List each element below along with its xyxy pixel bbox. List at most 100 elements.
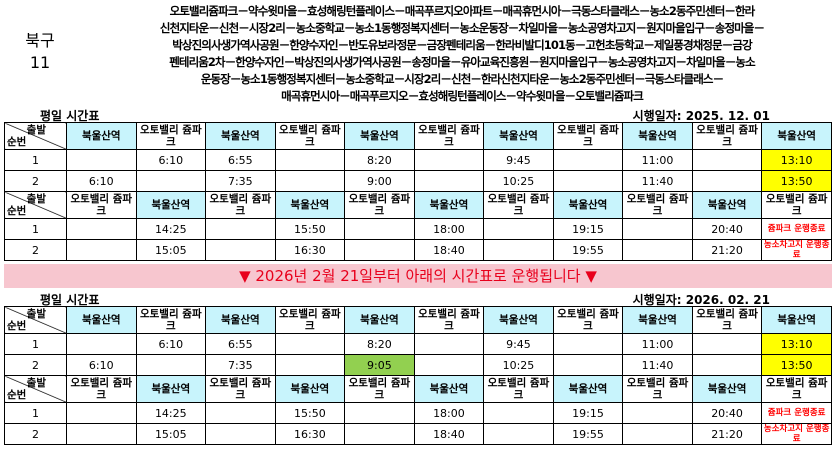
stop-header: 오토밸리 쥼파크 — [66, 375, 137, 403]
departure-time: 15:05 — [135, 239, 207, 261]
empty-cell — [691, 354, 763, 376]
notice-wrap: ▼ 2026년 2월 21일부터 아래의 시간표로 운행됩니다 ▼ — [0, 262, 832, 288]
empty-cell — [552, 170, 624, 192]
row-number: 2 — [4, 170, 67, 192]
section-title: 평일 시간표 — [40, 293, 100, 307]
row-number: 1 — [4, 218, 67, 240]
stop-header: 북울산역 — [413, 191, 485, 219]
stop-header: 오토밸리 쥼파크 — [691, 306, 763, 334]
stop-header: 북울산역 — [66, 122, 137, 150]
empty-cell — [135, 170, 207, 192]
departure-time: 21:20 — [691, 423, 763, 445]
timetable-body: 출발 순번 북울산역 오토밸리 쥼파크 북울산역 오토밸리 쥼파크 북울산역 오토밸리 쥼파크… — [4, 122, 832, 261]
header-row: 출발 순번 북울산역 오토밸리 쥼파크 북울산역 오토밸리 쥼파크 북울산역 오토밸리 쥼파크… — [4, 122, 832, 150]
stop-header: 북울산역 — [274, 191, 346, 219]
empty-cell — [552, 149, 624, 171]
row-number: 1 — [4, 149, 67, 171]
departure-time: 20:40 — [691, 402, 763, 424]
stop-header: 북울산역 — [135, 191, 207, 219]
departure-time: 6:10 — [66, 354, 137, 376]
departure-time: 13:50 — [761, 170, 832, 192]
stop-header: 북울산역 — [205, 122, 276, 150]
departure-time: 6:55 — [205, 333, 276, 355]
route-number: 11 — [29, 53, 51, 72]
empty-cell — [483, 423, 554, 445]
time-row: 2 6:10 7:35 9:00 10:25 11:40 13:50 — [4, 170, 832, 192]
empty-cell — [691, 149, 763, 171]
section-head: 평일 시간표 시행일자: 2025. 12. 01 — [0, 105, 832, 123]
departure-time: 11:00 — [622, 149, 693, 171]
timetable: 출발 순번 북울산역 오토밸리 쥼파크 북울산역 오토밸리 쥼파크 북울산역 오토밸리 쥼파크… — [4, 306, 832, 445]
empty-cell — [622, 239, 693, 261]
stop-header: 오토밸리 쥼파크 — [413, 306, 485, 334]
stop-header: 북울산역 — [761, 306, 832, 334]
route-description: 오토밸리쥼파크－약수윗마을－효성해링턴플레이스－매곡푸르지오아파트－매곡휴먼시아… — [92, 3, 832, 105]
section-head: 평일 시간표 시행일자: 2026. 02. 21 — [0, 289, 832, 307]
stop-header: 오토밸리 쥼파크 — [761, 375, 832, 403]
empty-cell — [483, 402, 554, 424]
stop-header: 오토밸리 쥼파크 — [66, 191, 137, 219]
stop-header: 오토밸리 쥼파크 — [413, 122, 485, 150]
empty-cell — [622, 218, 693, 240]
time-row: 1 14:25 15:50 18:00 19:15 20:40 쥼파크 운행종료 — [4, 402, 832, 424]
departure-time: 16:30 — [274, 423, 346, 445]
stop-header: 오토밸리 쥼파크 — [135, 306, 207, 334]
departure-time: 6:10 — [66, 170, 137, 192]
departure-time: 11:40 — [622, 354, 693, 376]
time-row: 1 6:10 6:55 8:20 9:45 11:00 13:10 — [4, 333, 832, 355]
section: 평일 시간표 시행일자: 2025. 12. 01 출발 순번 북울산역 오토밸리 쥼파크… — [0, 105, 832, 261]
description-line: 신천지타운－신천－시장2리－농소중학교－농소1동행정복지센터－농소운동장－차일마… — [159, 21, 765, 35]
stop-header: 북울산역 — [552, 375, 624, 403]
section: 평일 시간표 시행일자: 2026. 02. 21 출발 순번 북울산역 오토밸리 쥼파크… — [0, 289, 832, 445]
departure-time: 18:00 — [413, 218, 485, 240]
departure-time: 13:50 — [761, 354, 832, 376]
departure-time: 15:50 — [274, 218, 346, 240]
corner-bottom: 순번 — [7, 136, 27, 148]
departure-time: 9:45 — [483, 333, 554, 355]
departure-time: 19:15 — [552, 402, 624, 424]
route-area: 북구 — [25, 31, 55, 50]
stop-header: 북울산역 — [622, 122, 693, 150]
service-end-note: 쥼파크 운행종료 — [761, 402, 832, 424]
departure-time: 6:10 — [135, 149, 207, 171]
description-line: 운동장－농소1동행정복지센터－농소중학교－시장2리－신천－한라신천지타운－농소2… — [200, 72, 724, 86]
departure-time: 9:05 — [344, 354, 415, 376]
empty-cell — [483, 239, 554, 261]
time-row: 2 15:05 16:30 18:40 19:55 21:20 농소차고지 운행종료 — [4, 239, 832, 261]
section-title: 평일 시간표 — [40, 109, 100, 123]
stop-header: 오토밸리 쥼파크 — [274, 122, 346, 150]
stop-header: 북울산역 — [413, 375, 485, 403]
empty-cell — [135, 354, 207, 376]
departure-time: 9:00 — [344, 170, 415, 192]
stop-header: 북울산역 — [622, 306, 693, 334]
corner-cell: 출발 순번 — [4, 375, 67, 403]
empty-cell — [274, 170, 346, 192]
stop-header: 오토밸리 쥼파크 — [552, 306, 624, 334]
service-end-note: 농소차고지 운행종료 — [761, 239, 832, 261]
empty-cell — [622, 402, 693, 424]
stop-header: 북울산역 — [483, 306, 554, 334]
stop-header: 북울산역 — [135, 375, 207, 403]
notice: ▼ 2026년 2월 21일부터 아래의 시간표로 운행됩니다 ▼ — [4, 264, 832, 288]
departure-time: 7:35 — [205, 354, 276, 376]
stop-header: 오토밸리 쥼파크 — [622, 191, 693, 219]
departure-time: 11:40 — [622, 170, 693, 192]
corner-top: 출발 — [26, 124, 46, 136]
empty-cell — [66, 218, 137, 240]
empty-cell — [413, 333, 485, 355]
time-row: 2 15:05 16:30 18:40 19:55 21:20 농소차고지 운행종료 — [4, 423, 832, 445]
departure-time: 6:55 — [205, 149, 276, 171]
row-number: 2 — [4, 423, 67, 445]
stop-header: 오토밸리 쥼파크 — [274, 306, 346, 334]
empty-cell — [66, 149, 137, 171]
departure-time: 18:40 — [413, 239, 485, 261]
departure-time: 21:20 — [691, 239, 763, 261]
empty-cell — [66, 423, 137, 445]
departure-time: 19:55 — [552, 239, 624, 261]
stop-header: 오토밸리 쥼파크 — [552, 122, 624, 150]
header-row: 출발 순번 오토밸리 쥼파크 북울산역 오토밸리 쥼파크 북울산역 오토밸리 쥼파크 북울산역… — [4, 375, 832, 403]
stop-header: 북울산역 — [691, 191, 763, 219]
stop-header: 북울산역 — [274, 375, 346, 403]
stop-header: 오토밸리 쥼파크 — [205, 375, 276, 403]
